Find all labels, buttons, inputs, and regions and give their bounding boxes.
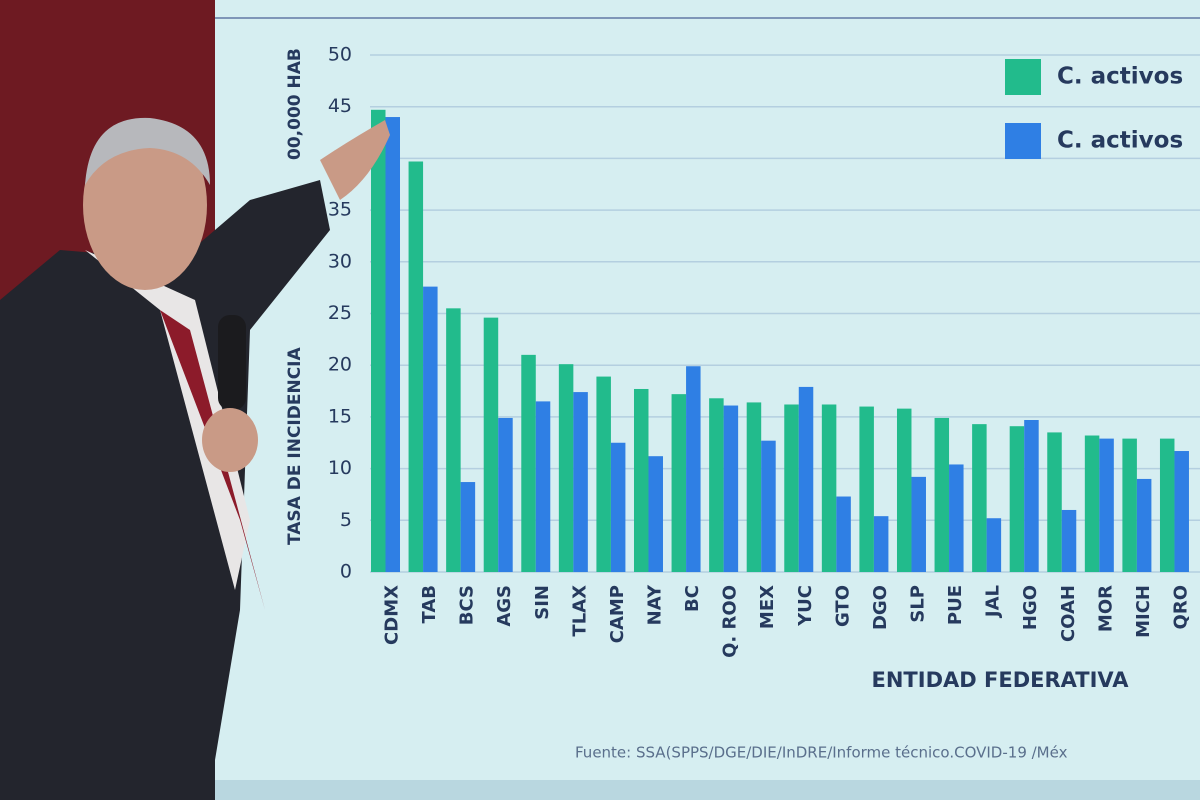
bar [1122, 438, 1137, 572]
bar [1061, 509, 1077, 572]
bar [723, 405, 739, 572]
x-tick-label: CAMP [607, 585, 628, 643]
x-tick-label: JAL [983, 585, 1004, 619]
bar [671, 394, 687, 572]
bar [873, 516, 889, 572]
bar [498, 417, 513, 572]
y-tick-label: 45 [328, 95, 352, 117]
y-tick-label: 5 [340, 509, 352, 531]
bar [1047, 432, 1062, 572]
bar [535, 401, 551, 572]
hand [202, 408, 258, 472]
head [83, 120, 207, 290]
y-tick-label: 0 [340, 561, 352, 583]
bar [1009, 426, 1025, 572]
y-axis-label-fragment: 00,000 HAB [285, 48, 305, 160]
bar [859, 406, 874, 572]
suit [0, 180, 330, 800]
y-tick-label: 15 [328, 405, 352, 427]
bar [460, 482, 476, 572]
bar [596, 376, 611, 572]
x-tick-label: HGO [1020, 585, 1041, 630]
bar [1024, 420, 1039, 572]
x-tick-label: TAB [419, 585, 440, 624]
chart: 05101520253035404550CDMXTABBCSAGSSINTLAX… [328, 44, 1200, 658]
bar [986, 518, 1002, 572]
x-tick-label: CDMX [382, 585, 403, 645]
legend-label: C. activos [1057, 128, 1183, 154]
bar [648, 456, 663, 572]
legend-swatch [1005, 123, 1041, 159]
y-axis-label: TASA DE INCIDENCIA [285, 346, 305, 545]
bar [446, 308, 461, 572]
x-tick-label: SIN [532, 585, 553, 620]
bar [761, 440, 776, 572]
x-axis-label: ENTIDAD FEDERATIVA [872, 668, 1130, 692]
bar [483, 317, 499, 572]
x-tick-label: BCS [457, 585, 478, 625]
bar [972, 424, 987, 572]
hair [85, 117, 210, 185]
x-tick-label: GTO [832, 585, 853, 627]
bar [709, 398, 724, 572]
bar [610, 442, 626, 572]
y-tick-label: 25 [328, 302, 352, 324]
screen-edge [215, 780, 1200, 800]
x-tick-label: TLAX [569, 585, 590, 637]
x-tick-label: BC [682, 585, 703, 612]
bar [1084, 435, 1100, 572]
bar [934, 417, 950, 572]
x-tick-label: COAH [1058, 585, 1079, 642]
bar [1099, 438, 1114, 572]
microphone [218, 315, 246, 410]
x-tick-label: QRO [1170, 585, 1191, 629]
bar [423, 286, 438, 572]
y-tick-label: 30 [328, 250, 352, 272]
bar [821, 404, 837, 572]
y-tick-label: 10 [328, 457, 352, 479]
bar [408, 161, 424, 572]
pointing-hand [320, 120, 390, 200]
bar [521, 354, 536, 572]
bar [633, 388, 649, 572]
bar [798, 386, 814, 572]
bar [746, 402, 762, 572]
bar [949, 464, 964, 572]
y-tick-label: 35 [328, 199, 352, 221]
bar [1136, 478, 1152, 572]
legend-swatch [1005, 59, 1041, 95]
x-tick-label: MEX [757, 585, 778, 629]
source-note: Fuente: SSA(SPPS/DGE/DIE/InDRE/Informe t… [575, 744, 1068, 762]
bar [371, 109, 386, 572]
x-tick-label: NAY [644, 584, 665, 625]
bar [1159, 438, 1175, 572]
x-tick-label: DGO [870, 585, 891, 630]
y-tick-label: 50 [328, 44, 352, 66]
bar [385, 117, 400, 572]
bar [836, 496, 851, 572]
bar [911, 476, 926, 572]
x-tick-label: MOR [1095, 585, 1116, 632]
x-tick-label: SLP [907, 585, 928, 623]
x-tick-label: Q. ROO [720, 585, 741, 658]
x-tick-label: MICH [1133, 585, 1154, 638]
y-tick-label: 20 [328, 354, 352, 376]
presenter [0, 117, 390, 800]
bar [558, 364, 574, 572]
x-tick-label: AGS [494, 585, 515, 627]
bar [686, 366, 701, 572]
bar [784, 404, 799, 572]
bar [1174, 451, 1189, 572]
bar [896, 408, 912, 572]
x-tick-label: YUC [795, 585, 816, 627]
legend-label: C. activos [1057, 64, 1183, 90]
bar [573, 392, 588, 572]
x-tick-label: PUE [945, 585, 966, 625]
